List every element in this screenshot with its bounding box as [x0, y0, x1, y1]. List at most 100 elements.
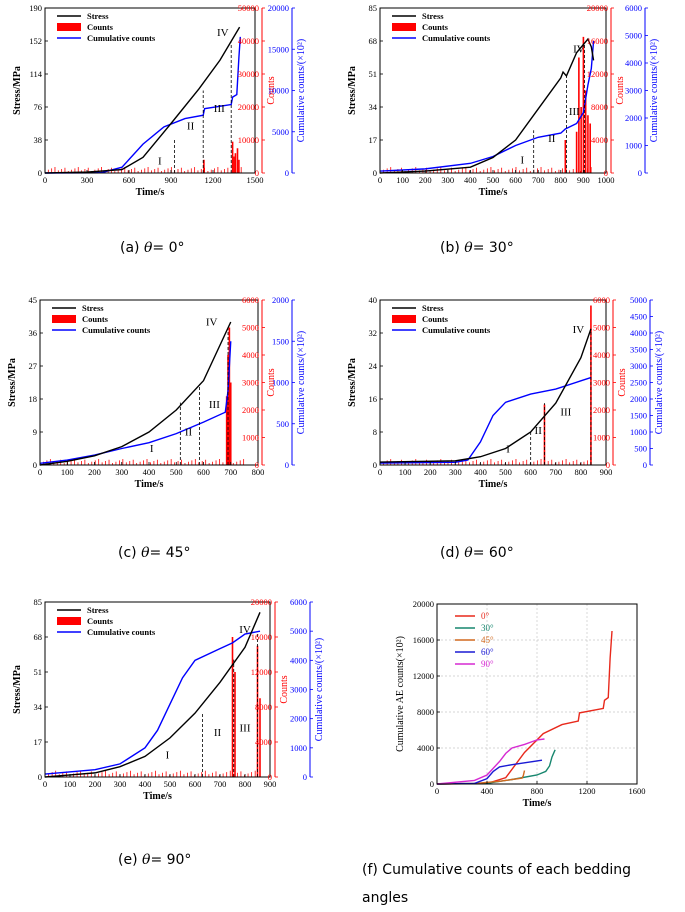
y-tick-label: 4000	[417, 743, 434, 753]
series-line-4	[436, 738, 545, 785]
stage-label: III	[209, 399, 220, 411]
y-axis-title: Cumulative AE counts(×10²)	[395, 636, 406, 752]
x-tick-label: 400	[464, 175, 477, 185]
series-line-1	[436, 749, 556, 785]
caption-a-prefix: (a)	[120, 240, 140, 256]
x-tick-label: 600	[524, 467, 537, 477]
stage-label: IV	[206, 317, 218, 329]
y-tick-label: 12000	[413, 671, 434, 681]
cumulative-tick-label: 6000	[290, 597, 307, 607]
caption-b: (b) θ= 30°	[440, 240, 514, 256]
stress-line	[379, 328, 592, 463]
counts-tick-label: 4000	[591, 135, 608, 145]
x-tick-label: 400	[139, 779, 152, 789]
plot-frame	[44, 601, 271, 778]
cumulative-counts-line	[44, 630, 261, 775]
counts-tick-label: 6000	[242, 295, 259, 305]
cumulative-axis-title: Cumulative counts/(×10²)	[654, 331, 665, 434]
stage-label: III	[569, 106, 580, 118]
caption-b-theta: θ	[464, 240, 473, 256]
x-tick-label: 800	[575, 467, 588, 477]
legend-label: Cumulative counts	[87, 627, 156, 637]
x-axis-title: Time/s	[143, 791, 172, 802]
x-tick-label: 500	[170, 467, 183, 477]
y-tick-label: 114	[30, 69, 43, 79]
stage-label: III	[214, 103, 225, 115]
x-tick-label: 400	[143, 467, 156, 477]
y-tick-label: 17	[369, 135, 378, 145]
counts-tick-label: 20000	[587, 3, 608, 13]
caption-d-suffix: = 60°	[472, 545, 514, 561]
cumulative-tick-label: 1000	[290, 743, 307, 753]
stage-label: I	[150, 443, 154, 455]
cumulative-tick-label: 4500	[630, 312, 647, 322]
counts-tick-label: 8000	[591, 102, 608, 112]
x-tick-label: 0	[378, 467, 382, 477]
x-tick-label: 700	[224, 467, 237, 477]
x-tick-label: 800	[239, 779, 252, 789]
legend-label: Cumulative counts	[87, 33, 156, 43]
caption-e-theta: θ	[142, 852, 151, 868]
cumulative-tick-label: 2000	[625, 113, 642, 123]
caption-f-line1: (f) Cumulative counts of each bedding	[362, 862, 631, 878]
caption-c-suffix: = 45°	[149, 545, 191, 561]
y-tick-label: 0	[38, 772, 42, 782]
y-tick-label: 68	[34, 632, 43, 642]
counts-tick-label: 4000	[593, 350, 610, 360]
counts-tick-label: 8000	[255, 702, 272, 712]
stage-label: III	[240, 723, 251, 735]
x-tick-label: 1200	[205, 175, 222, 185]
stage-label: II	[535, 425, 543, 437]
caption-c: (c) θ= 45°	[118, 545, 191, 561]
y-axis-title: Stress/MPa	[12, 665, 23, 714]
y-tick-label: 8	[373, 427, 377, 437]
stage-label: IV	[217, 27, 229, 39]
caption-d-theta: θ	[464, 545, 473, 561]
stage-label: II	[187, 121, 195, 133]
y-tick-label: 51	[369, 69, 378, 79]
y-tick-label: 34	[369, 102, 378, 112]
y-tick-label: 45	[29, 295, 38, 305]
cumulative-tick-label: 3000	[630, 361, 647, 371]
counts-axis-title: Counts	[279, 675, 290, 703]
y-tick-label: 40	[369, 295, 378, 305]
x-tick-label: 600	[197, 467, 210, 477]
y-tick-label: 24	[369, 361, 378, 371]
counts-tick-label: 5000	[593, 323, 610, 333]
cumulative-tick-label: 5000	[630, 295, 647, 305]
plot-frame	[379, 7, 607, 174]
y-tick-label: 20000	[413, 599, 434, 609]
legend-swatch	[392, 315, 416, 323]
x-tick-label: 0	[435, 786, 439, 796]
x-tick-label: 700	[549, 467, 562, 477]
cumulative-tick-label: 4000	[630, 328, 647, 338]
legend-swatch	[52, 315, 76, 323]
counts-axis-title: Counts	[617, 368, 628, 396]
stage-label: I	[506, 444, 510, 456]
x-axis-title: Time/s	[523, 798, 552, 809]
stress-line	[44, 612, 261, 778]
cumulative-tick-label: 1500	[272, 336, 289, 346]
stage-label: III	[560, 407, 571, 419]
x-tick-label: 400	[481, 786, 494, 796]
caption-e-suffix: = 90°	[150, 852, 192, 868]
cumulative-counts-line	[39, 341, 232, 465]
x-tick-label: 100	[399, 467, 412, 477]
cumulative-tick-label: 0	[303, 772, 307, 782]
x-tick-label: 900	[165, 175, 178, 185]
cumulative-tick-label: 5000	[272, 127, 289, 137]
y-tick-label: 9	[33, 427, 37, 437]
stage-label: I	[158, 155, 162, 167]
counts-tick-label: 16000	[587, 36, 608, 46]
series-line-3	[436, 759, 543, 785]
x-tick-label: 300	[449, 467, 462, 477]
stage-label: I	[521, 154, 525, 166]
caption-c-prefix: (c)	[118, 545, 137, 561]
y-tick-label: 0	[430, 779, 434, 789]
y-tick-label: 152	[29, 36, 42, 46]
y-tick-label: 34	[34, 702, 43, 712]
caption-a-suffix: = 0°	[152, 240, 185, 256]
counts-tick-label: 40000	[238, 36, 259, 46]
counts-tick-label: 2000	[242, 405, 259, 415]
